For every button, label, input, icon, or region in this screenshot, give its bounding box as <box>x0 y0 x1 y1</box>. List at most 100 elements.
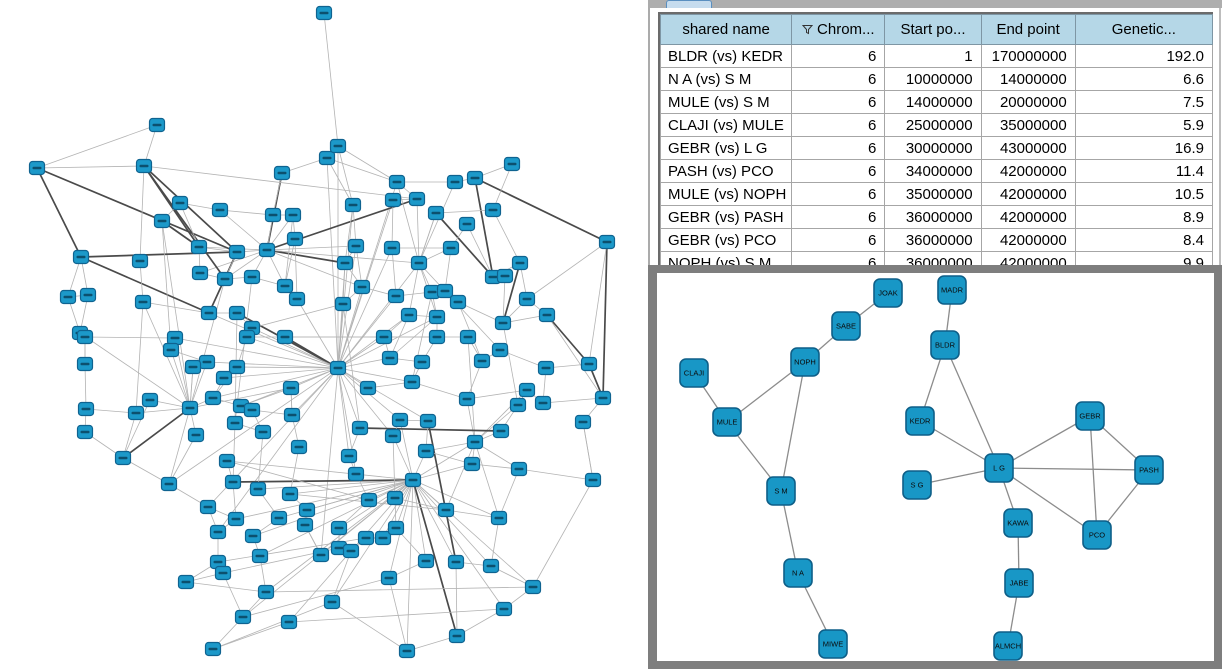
network-node[interactable] <box>436 283 454 299</box>
table-row[interactable]: CLAJI (vs) MULE 6 25000000 35000000 5.9 <box>659 113 1214 137</box>
network-node[interactable] <box>459 329 477 345</box>
network-node[interactable] <box>270 510 288 526</box>
table-row[interactable]: BLDR (vs) KEDR 6 1 170000000 192.0 <box>659 44 1214 68</box>
network-node[interactable] <box>283 407 301 423</box>
network-node[interactable] <box>249 481 267 497</box>
network-node[interactable] <box>387 288 405 304</box>
network-node[interactable] <box>72 249 90 265</box>
network-node[interactable] <box>448 628 466 644</box>
panel-divider[interactable] <box>648 0 650 265</box>
table-cell[interactable]: 42000000 <box>980 205 1076 229</box>
subnetwork-node[interactable]: PASH <box>1134 455 1164 485</box>
network-node[interactable] <box>446 174 464 190</box>
table-cell[interactable]: 6 <box>791 205 886 229</box>
network-node[interactable] <box>79 287 97 303</box>
table-cell[interactable]: 25000000 <box>884 113 982 137</box>
network-node[interactable] <box>28 160 46 176</box>
network-node[interactable] <box>280 614 298 630</box>
network-node[interactable] <box>336 255 354 271</box>
table-cell[interactable]: GEBR (vs) PCO <box>659 228 793 252</box>
subnetwork-node[interactable]: NOPH <box>790 347 820 377</box>
network-node[interactable] <box>375 329 393 345</box>
table-tab[interactable] <box>666 0 712 8</box>
network-node[interactable] <box>484 202 502 218</box>
network-node[interactable] <box>77 401 95 417</box>
network-node[interactable] <box>518 291 536 307</box>
col-header-shared-name[interactable]: shared name <box>659 14 793 45</box>
network-node[interactable] <box>463 456 481 472</box>
table-cell[interactable]: 42000000 <box>980 182 1076 206</box>
network-node[interactable] <box>351 420 369 436</box>
network-node[interactable] <box>473 353 491 369</box>
network-node[interactable] <box>134 294 152 310</box>
network-node[interactable] <box>537 360 555 376</box>
network-node[interactable] <box>226 415 244 431</box>
network-node[interactable] <box>495 601 513 617</box>
subnetwork-node[interactable]: BLDR <box>930 330 960 360</box>
table-cell[interactable]: 6 <box>791 113 886 137</box>
table-cell[interactable]: BLDR (vs) KEDR <box>659 44 793 68</box>
network-node[interactable] <box>312 547 330 563</box>
network-node[interactable] <box>574 414 592 430</box>
network-node[interactable] <box>276 278 294 294</box>
network-node[interactable] <box>518 382 536 398</box>
network-node[interactable] <box>318 150 336 166</box>
table-cell[interactable]: 5.9 <box>1074 113 1214 137</box>
network-node[interactable] <box>284 207 302 223</box>
table-cell[interactable]: 6.6 <box>1074 67 1214 91</box>
network-node[interactable] <box>510 461 528 477</box>
network-node[interactable] <box>228 244 246 260</box>
network-node[interactable] <box>359 380 377 396</box>
network-node[interactable] <box>511 255 529 271</box>
network-node[interactable] <box>160 476 178 492</box>
table-cell[interactable]: 6 <box>791 67 886 91</box>
subnetwork-node[interactable]: KAWA <box>1003 508 1033 538</box>
network-node[interactable] <box>244 528 262 544</box>
subnetwork-node[interactable]: JOAK <box>873 278 903 308</box>
network-node[interactable] <box>398 643 416 659</box>
table-cell[interactable]: 8.4 <box>1074 228 1214 252</box>
table-cell[interactable]: 6 <box>791 90 886 114</box>
network-node[interactable] <box>204 641 222 657</box>
network-node[interactable] <box>177 574 195 590</box>
network-node[interactable] <box>437 502 455 518</box>
network-node[interactable] <box>330 520 348 536</box>
network-node[interactable] <box>410 255 428 271</box>
table-cell[interactable]: 10.5 <box>1074 182 1214 206</box>
network-node[interactable] <box>427 205 445 221</box>
table-cell[interactable]: N A (vs) S M <box>659 67 793 91</box>
network-node[interactable] <box>181 400 199 416</box>
network-node[interactable] <box>216 271 234 287</box>
table-cell[interactable]: 42000000 <box>980 159 1076 183</box>
network-node[interactable] <box>428 309 446 325</box>
table-cell[interactable]: MULE (vs) S M <box>659 90 793 114</box>
table-row[interactable]: GEBR (vs) PASH 6 36000000 42000000 8.9 <box>659 205 1214 229</box>
network-node[interactable] <box>594 390 612 406</box>
network-node[interactable] <box>347 466 365 482</box>
subnetwork-node[interactable]: JABE <box>1004 568 1034 598</box>
table-cell[interactable]: 20000000 <box>980 90 1076 114</box>
network-node[interactable] <box>417 553 435 569</box>
network-node[interactable] <box>296 517 314 533</box>
table-cell[interactable]: 35000000 <box>980 113 1076 137</box>
network-node[interactable] <box>162 342 180 358</box>
network-node[interactable] <box>141 392 159 408</box>
network-node[interactable] <box>199 499 217 515</box>
network-node[interactable] <box>238 329 256 345</box>
network-node[interactable] <box>494 315 512 331</box>
network-node[interactable] <box>288 291 306 307</box>
network-node[interactable] <box>135 158 153 174</box>
table-cell[interactable]: 35000000 <box>884 182 982 206</box>
subnetwork-edge[interactable] <box>998 467 1150 471</box>
network-node[interactable] <box>584 472 602 488</box>
network-node[interactable] <box>509 397 527 413</box>
network-node[interactable] <box>538 307 556 323</box>
network-node[interactable] <box>598 234 616 250</box>
table-cell[interactable]: 30000000 <box>884 136 982 160</box>
network-node[interactable] <box>391 412 409 428</box>
network-node[interactable] <box>458 391 476 407</box>
subnetwork-edge[interactable] <box>780 361 806 492</box>
network-node[interactable] <box>347 238 365 254</box>
network-node[interactable] <box>384 428 402 444</box>
network-node[interactable] <box>204 390 222 406</box>
